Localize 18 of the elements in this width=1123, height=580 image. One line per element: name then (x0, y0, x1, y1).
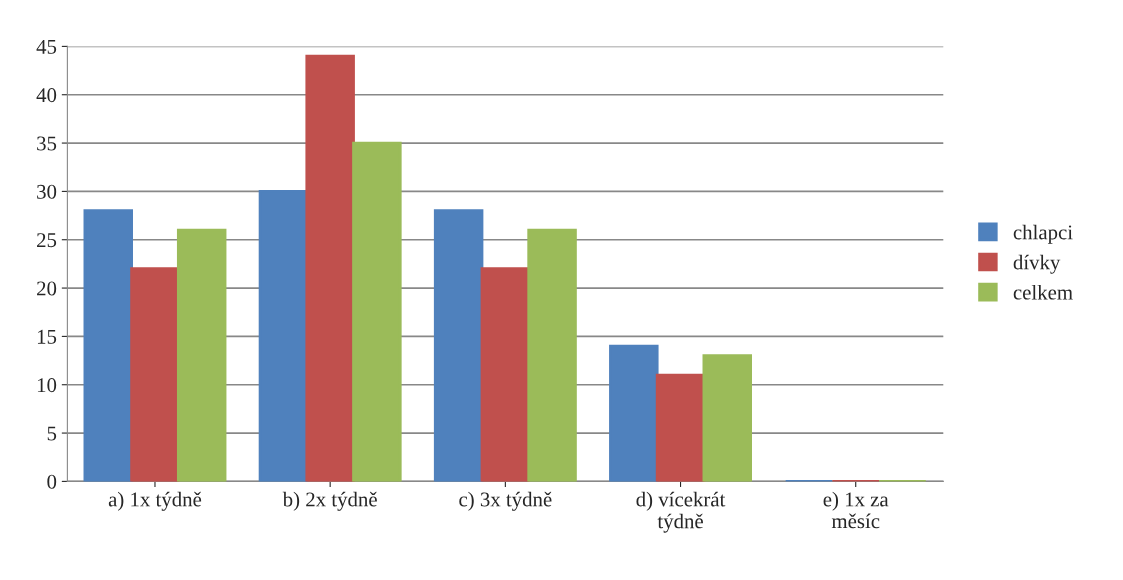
y-tick-label: 0 (47, 474, 57, 489)
y-tick-label: 20 (37, 281, 57, 296)
legend-label: dívky (1013, 254, 1061, 274)
y-tick-label: 30 (37, 184, 57, 199)
legend-label: chlapci (1013, 224, 1073, 244)
legend-label: celkem (1013, 284, 1073, 300)
y-tick-label: 25 (37, 233, 57, 248)
y-tick-label: 40 (36, 88, 57, 103)
x-tick-label: a) 1x týdně (108, 491, 202, 511)
x-tick-label: e) 1x za měsíc (823, 491, 889, 529)
y-tick-label: 5 (47, 426, 57, 441)
y-tick-label: 35 (37, 136, 57, 151)
y-tick-label: 10 (37, 378, 57, 393)
x-tick-label: d) vícekrát týdně (636, 491, 726, 533)
y-tick-label: 15 (37, 329, 57, 344)
y-tick-label: 45 (36, 39, 57, 54)
x-tick-label: b) 2x týdně (282, 491, 377, 511)
x-tick-label: c) 3x týdně (459, 491, 552, 511)
